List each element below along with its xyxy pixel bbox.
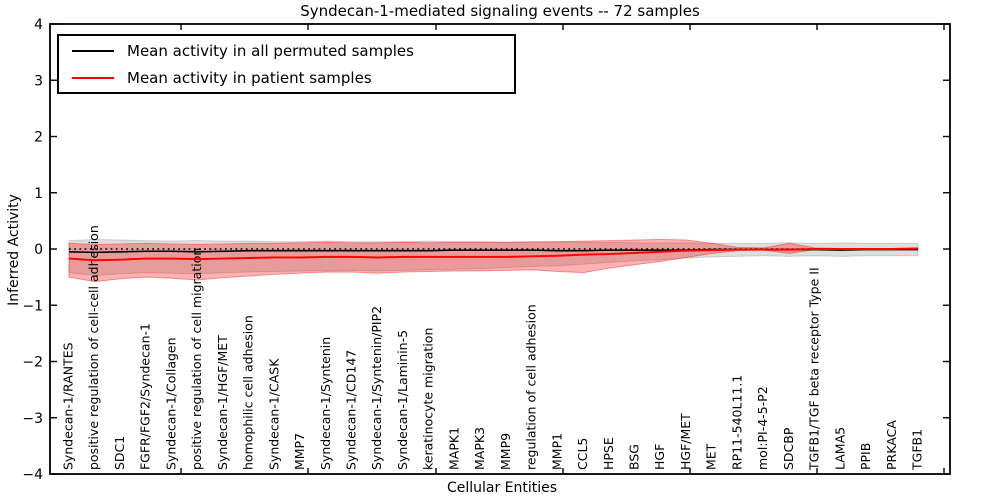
entity-label: Syndecan-1/RANTES <box>61 342 76 470</box>
legend-item-permuted: Mean activity in all permuted samples <box>59 37 514 64</box>
patient-mean-line <box>68 247 919 262</box>
entity-label: CCL5 <box>575 438 590 470</box>
y-tick-label: 2 <box>34 130 43 146</box>
entity-label: MMP1 <box>549 433 564 470</box>
legend: Mean activity in all permuted samples Me… <box>57 34 516 94</box>
y-tick-label: 3 <box>34 73 43 89</box>
y-tick-label: −3 <box>22 411 43 427</box>
entity-label: BSG <box>627 444 642 470</box>
entity-label: Syndecan-1/CD147 <box>344 350 359 470</box>
entity-label: Syndecan-1/Syntenin/PIP2 <box>369 306 384 470</box>
y-tick-label: −1 <box>22 298 43 314</box>
entity-label: PRKACA <box>884 420 899 470</box>
entity-label: LAMA5 <box>832 427 847 470</box>
legend-item-patient: Mean activity in patient samples <box>59 64 514 91</box>
entity-label: TGFB1 <box>910 429 925 471</box>
entity-label: regulation of cell adhesion <box>524 304 539 470</box>
entity-label: HPSE <box>601 437 616 470</box>
patient-line-sample-icon <box>72 76 114 79</box>
x-axis-label: Cellular Entities <box>446 480 558 496</box>
entity-label: MAPK1 <box>446 427 461 470</box>
y-tick-label: −2 <box>22 355 43 371</box>
y-axis-label: Inferred Activity <box>6 194 22 306</box>
entity-label: Syndecan-1/CASK <box>266 358 281 470</box>
legend-label-patient: Mean activity in patient samples <box>127 68 372 87</box>
entity-label: SDC1 <box>112 436 127 470</box>
entity-label: homophilic cell adhesion <box>241 315 256 470</box>
entity-label: MAPK3 <box>472 427 487 470</box>
entity-label: FGFR/FGF2/Syndecan-1 <box>138 323 153 470</box>
entity-label: MMP7 <box>292 433 307 470</box>
entity-label: Syndecan-1/Collagen <box>163 337 178 470</box>
y-tick-label: 1 <box>34 186 43 202</box>
entity-label: Syndecan-1/Laminin-5 <box>395 330 410 470</box>
entity-label: Syndecan-1/HGF/MET <box>215 335 230 470</box>
entity-label: mol:PI-4-5-P2 <box>755 386 770 470</box>
chart-title: Syndecan-1-mediated signaling events -- … <box>300 2 700 20</box>
y-tick-label: 4 <box>34 17 43 33</box>
entity-label: MMP9 <box>498 433 513 470</box>
entity-label: PPIB <box>858 443 873 470</box>
entity-label: positive regulation of cell-cell adhesio… <box>86 225 101 470</box>
legend-label-permuted: Mean activity in all permuted samples <box>127 41 414 60</box>
y-tick-label: −4 <box>22 467 43 483</box>
entity-label: HGF/MET <box>678 413 693 470</box>
entity-label: TGFB1/TGF beta receptor Type II <box>807 267 822 471</box>
entity-label: positive regulation of cell migration <box>189 248 204 470</box>
permuted-line-sample-icon <box>72 49 114 52</box>
entity-label: keratinocyte migration <box>421 328 436 470</box>
entity-label: MET <box>704 443 719 470</box>
y-tick-label: 0 <box>34 242 43 258</box>
entity-label: SDCBP <box>781 427 796 470</box>
entity-label: HGF <box>652 444 667 470</box>
entity-label: Syndecan-1/Syntenin <box>318 337 333 470</box>
entity-label: RP11-540L11.1 <box>729 375 744 470</box>
